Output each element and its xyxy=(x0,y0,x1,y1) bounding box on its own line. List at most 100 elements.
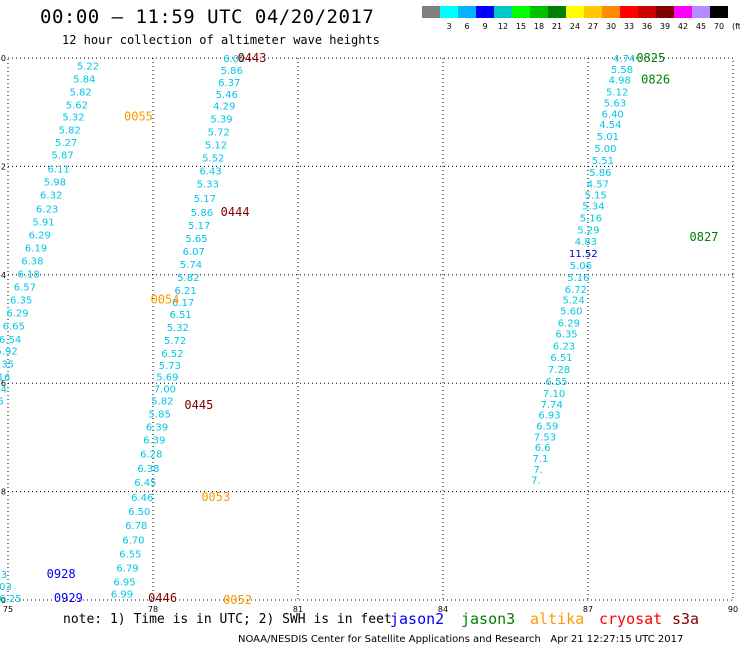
scale-label: 21 xyxy=(551,22,563,31)
wave-height-value: 6.06 xyxy=(0,397,4,408)
wave-height-value: 6.6 xyxy=(535,443,551,454)
wave-height-value: 6.70 xyxy=(122,535,144,546)
scale-label: 9 xyxy=(482,22,488,31)
legend-jason3: jason3 xyxy=(461,610,516,628)
y-tick-label: −8 xyxy=(0,488,6,497)
wave-height-value: 4.74 xyxy=(613,54,635,65)
wave-height-value: 5.01 xyxy=(597,132,619,143)
wave-height-value: 6.51 xyxy=(169,310,191,321)
scale-label: 45 xyxy=(695,22,707,31)
pass-time-label: 0928 xyxy=(47,567,76,581)
wave-height-value: 5.32 xyxy=(167,323,189,334)
wave-height-value: 5.16 xyxy=(580,213,602,224)
y-tick-label: −2 xyxy=(0,162,6,171)
wave-height-value: 5.00 xyxy=(594,144,616,155)
wave-height-value: 5.85 xyxy=(149,410,171,421)
wave-height-value: 5.12 xyxy=(205,141,227,152)
scale-label: 42 xyxy=(677,22,689,31)
wave-height-value: 5.82 xyxy=(69,88,91,99)
wave-height-value: 5.65 xyxy=(185,234,207,245)
wave-height-value: 6.18 xyxy=(17,270,39,281)
wave-height-value: 6.28 xyxy=(140,450,162,461)
scale-swatch xyxy=(692,6,710,18)
wave-height-value: 6.37 xyxy=(218,78,240,89)
scale-unit-label: (ft) xyxy=(731,22,740,31)
wave-height-value: 5.74 xyxy=(180,260,202,271)
wave-height-value: 5.33 xyxy=(197,180,219,191)
wave-height-value: 5.60 xyxy=(560,307,582,318)
wave-height-value: 5.27 xyxy=(55,138,77,149)
pass-time-label: 0825 xyxy=(636,51,665,65)
wave-height-value: 6.95 xyxy=(113,578,135,589)
wave-height-value: 5.72 xyxy=(208,128,230,139)
wave-height-value: 4.98 xyxy=(609,76,631,87)
wave-height-value: 6.38 xyxy=(137,464,159,475)
wave-height-value: 6.45 xyxy=(134,478,156,489)
pass-time-label: 0055 xyxy=(124,110,153,124)
y-tick-label: 0 xyxy=(1,54,6,63)
wave-height-value: 6.39 xyxy=(146,423,168,434)
wave-height-value: 11.52 xyxy=(569,249,598,260)
footer-note: note: 1) Time is in UTC; 2) SWH is in fe… xyxy=(63,612,392,627)
wave-height-value: 6.39 xyxy=(143,436,165,447)
wave-height-value: 6.02 xyxy=(223,54,245,65)
wave-height-value: 6.79 xyxy=(116,563,138,574)
wave-height-value: 4.29 xyxy=(213,102,235,113)
wave-height-value: 6.50 xyxy=(128,507,150,518)
chart-subtitle: 12 hour collection of altimeter wave hei… xyxy=(62,33,380,47)
wave-height-value: 6.29 xyxy=(6,309,28,320)
plot-frame xyxy=(7,57,734,601)
x-tick-label: 87 xyxy=(583,605,593,614)
wave-height-value: 5.82 xyxy=(151,397,173,408)
scale-label: 12 xyxy=(497,22,509,31)
wave-height-value: 6.54 xyxy=(0,335,21,346)
wave-height-value: 5.39 xyxy=(210,115,232,126)
wave-height-value: 5.16 xyxy=(567,273,589,284)
wave-height-value: 6.23 xyxy=(553,341,575,352)
wave-height-value: 5.86 xyxy=(191,208,213,219)
wave-height-value: 6.52 xyxy=(161,349,183,360)
scale-label: 70 xyxy=(713,22,725,31)
wave-height-value: 5.73 xyxy=(159,361,181,372)
wave-height-value: 6.99 xyxy=(111,589,133,600)
wave-height-value: 7.53 xyxy=(534,432,556,443)
x-tick-label: 90 xyxy=(728,605,738,614)
scale-swatch xyxy=(566,6,584,18)
wave-height-value: 6.43 xyxy=(199,167,221,178)
wave-height-value: 6.33 xyxy=(0,570,7,581)
wave-height-value: 5.29 xyxy=(577,225,599,236)
pass-time-label: 0826 xyxy=(641,73,670,87)
scale-swatch xyxy=(602,6,620,18)
wave-height-value: 6.78 xyxy=(125,521,147,532)
scale-swatch xyxy=(584,6,602,18)
x-tick-label: 75 xyxy=(3,605,13,614)
wave-height-value: 5.17 xyxy=(194,194,216,205)
wave-height-value: 6.72 xyxy=(565,285,587,296)
wave-height-value: 5.69 xyxy=(156,373,178,384)
legend-cryosat: cryosat xyxy=(599,610,663,628)
wave-height-value: 6.07 xyxy=(183,247,205,258)
wave-height-value: 6.35 xyxy=(0,360,14,371)
wave-height-value: 5.34 xyxy=(582,201,604,212)
scale-swatch xyxy=(476,6,494,18)
wave-height-value: 5.63 xyxy=(604,98,626,109)
pass-time-label: 0052 xyxy=(223,593,252,607)
wave-height-value: 6.21 xyxy=(174,286,196,297)
wave-height-value: 5.87 xyxy=(52,150,74,161)
wave-height-value: 5.17 xyxy=(188,221,210,232)
wave-height-value: 5.46 xyxy=(216,90,238,101)
pass-time-label: 0053 xyxy=(201,490,230,504)
scale-swatch xyxy=(674,6,692,18)
y-tick-label: −10 xyxy=(0,596,6,605)
pass-time-label: 0929 xyxy=(54,591,83,605)
wave-height-value: 4.54 xyxy=(599,120,621,131)
scale-swatch xyxy=(512,6,530,18)
wave-height-value: 6.46 xyxy=(131,493,153,504)
x-tick-label: 81 xyxy=(293,605,303,614)
y-tick-label: −4 xyxy=(0,271,6,280)
wave-height-value: 6.23 xyxy=(36,205,58,216)
wave-height-value: 6.59 xyxy=(536,421,558,432)
wave-height-value: 6.03 xyxy=(0,582,12,593)
wave-height-value: 5.86 xyxy=(221,66,243,77)
